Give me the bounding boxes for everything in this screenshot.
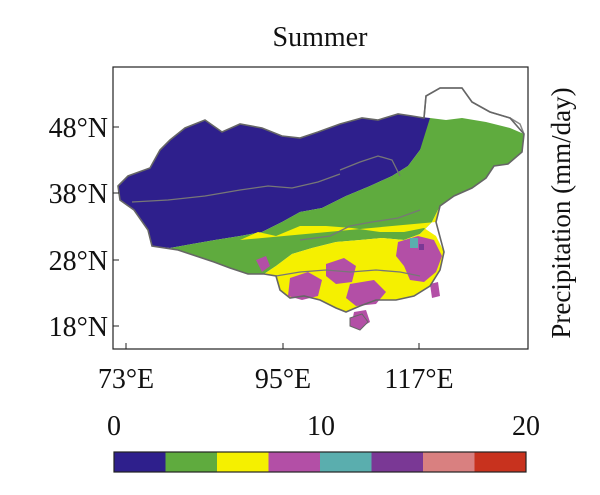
china-boundary (117, 87, 525, 313)
region-very-low (118, 114, 430, 248)
colorbar-frame (113, 451, 527, 473)
lat-tick-label: 28°N (49, 246, 108, 277)
lon-tick-label: 73°E (98, 364, 154, 395)
region-extreme (419, 244, 424, 250)
colorbar-swatch (165, 452, 218, 472)
colorbar-tick-label: 20 (512, 411, 540, 442)
lat-tick-label: 48°N (49, 113, 108, 144)
colorbar-swatch (474, 452, 527, 472)
precipitation-field (117, 87, 525, 331)
colorbar-swatch (371, 452, 424, 472)
hainan-island (349, 313, 369, 331)
colorbar-swatch (217, 452, 269, 472)
colorbar-ticks: 0 10 20 (107, 411, 540, 442)
latitude-axis: 48°N 38°N 28°N 18°N (49, 113, 119, 343)
longitude-axis: 73°E 95°E 117°E (98, 343, 454, 395)
colorbar (114, 452, 527, 472)
colorbar-swatch (114, 452, 166, 472)
river-lines (131, 155, 421, 277)
lat-tick-label: 38°N (49, 179, 108, 210)
colorbar-swatch (268, 452, 321, 472)
colorbar-tick-label: 0 (107, 411, 121, 442)
colorbar-tick-label: 10 (307, 411, 335, 442)
colorbar-label: Precipitation (mm/day) (546, 87, 576, 338)
lon-tick-label: 117°E (384, 364, 453, 395)
colorbar-swatch (320, 452, 372, 472)
region-very-high (410, 238, 418, 248)
colorbar-swatch (423, 452, 475, 472)
lon-tick-label: 95°E (255, 364, 311, 395)
map-title: Summer (273, 22, 369, 53)
lat-tick-label: 18°N (49, 312, 108, 343)
